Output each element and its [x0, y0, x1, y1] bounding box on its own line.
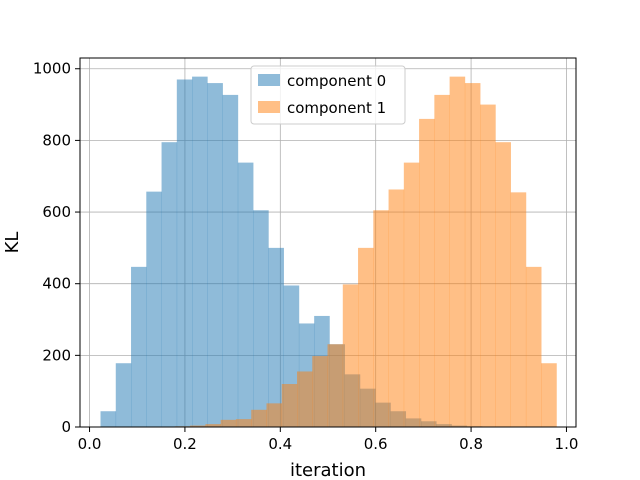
bar-component-1 — [388, 189, 405, 427]
y-axis-title: KL — [2, 232, 23, 254]
x-axis-title: iteration — [290, 460, 366, 480]
bar-component-1 — [464, 83, 481, 427]
bar-component-1 — [190, 425, 206, 427]
bar-component-1 — [266, 403, 283, 427]
y-tick-label: 400 — [42, 275, 71, 293]
bar-component-0 — [253, 210, 269, 427]
bar-component-1 — [342, 284, 359, 427]
bar-component-0 — [268, 247, 284, 427]
bar-component-0 — [131, 266, 147, 427]
legend-swatch-component-0 — [258, 74, 280, 86]
bar-component-0 — [176, 79, 193, 427]
bar-component-1 — [251, 409, 267, 427]
bar-component-1 — [297, 371, 313, 427]
bar-component-0 — [146, 191, 162, 427]
bar-component-1 — [281, 384, 298, 427]
x-tick-label: 1.0 — [555, 435, 579, 453]
y-tick-label: 1000 — [33, 60, 71, 78]
legend-box — [250, 65, 406, 125]
x-tick-label: 0.2 — [173, 435, 197, 453]
bar-component-1 — [358, 247, 374, 427]
bar-component-0 — [222, 94, 239, 428]
y-tick-label: 0 — [61, 418, 71, 436]
bar-component-0 — [192, 76, 208, 428]
bar-component-0 — [237, 162, 254, 427]
bar-component-1 — [373, 210, 389, 427]
bar-component-1 — [434, 94, 450, 428]
legend: component 0 component 1 — [250, 65, 406, 125]
bar-component-1 — [403, 162, 420, 427]
x-tick-label: 0.6 — [364, 435, 388, 453]
bar-component-0 — [115, 363, 132, 427]
bar-component-1 — [419, 118, 435, 427]
bar-component-1 — [449, 76, 466, 428]
bar-component-1 — [510, 192, 527, 427]
bar-component-1 — [495, 142, 511, 427]
bar-component-1 — [327, 344, 344, 427]
legend-label-component-0: component 0 — [287, 72, 386, 90]
bar-component-0 — [207, 83, 223, 427]
bar-component-0 — [161, 142, 178, 427]
legend-swatch-component-1 — [258, 101, 280, 113]
bar-component-0 — [100, 411, 117, 427]
axes-frame — [79, 57, 577, 428]
y-tick-label: 200 — [42, 346, 71, 364]
bar-component-1 — [205, 424, 221, 427]
x-tick-label: 0.8 — [459, 435, 483, 453]
x-tick-label: 0.0 — [78, 435, 102, 453]
bar-component-1 — [541, 363, 557, 427]
y-tick-label: 800 — [42, 131, 71, 149]
histogram-bars — [100, 76, 557, 428]
bar-component-1 — [525, 266, 542, 427]
axis-ticks: 0.0 0.2 0.4 0.6 0.8 1.0 0 200 400 600 800 1000 — [33, 60, 579, 453]
x-tick-label: 0.4 — [268, 435, 292, 453]
legend-label-component-1: component 1 — [287, 99, 386, 117]
bar-component-1 — [235, 419, 252, 427]
bar-component-1 — [480, 104, 496, 427]
bar-component-1 — [220, 419, 237, 427]
bar-component-1 — [312, 356, 328, 427]
y-tick-label: 600 — [42, 203, 71, 221]
